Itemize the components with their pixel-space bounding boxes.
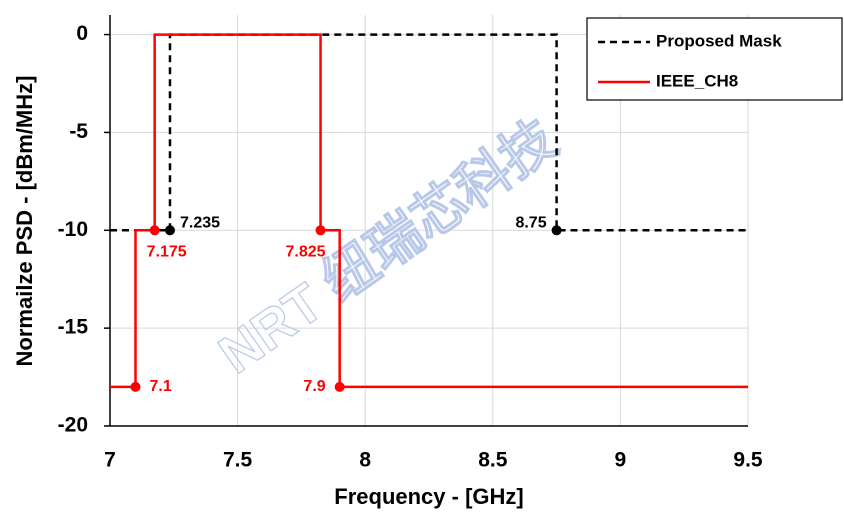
x-tick-label: 7.5 — [223, 449, 253, 472]
marker — [149, 225, 160, 236]
marker-label: 7.9 — [303, 378, 325, 395]
marker — [551, 225, 562, 236]
x-tick-label: 9.5 — [733, 449, 763, 472]
x-tick-label: 9 — [615, 449, 627, 472]
x-axis-title: Frequency - [GHz] — [334, 484, 523, 509]
x-tick-label: 8 — [359, 449, 371, 472]
watermark: NRT 纽瑞芯科技 — [208, 109, 567, 385]
series-line — [110, 33, 748, 232]
y-axis-title: Normailze PSD - [dBm/MHz] — [12, 76, 37, 367]
y-tick-label: -5 — [69, 120, 88, 143]
marker — [334, 381, 345, 392]
y-tick-label: -20 — [58, 414, 88, 437]
marker-label: 7.1 — [150, 378, 172, 395]
marker — [130, 381, 141, 392]
marker — [164, 225, 175, 236]
x-tick-label: 8.5 — [478, 449, 508, 472]
legend-label: IEEE_CH8 — [656, 71, 738, 90]
y-tick-label: 0 — [76, 22, 88, 45]
y-tick-label: -15 — [58, 316, 89, 339]
marker-label: 8.75 — [515, 215, 546, 232]
marker-label: 7.825 — [285, 244, 325, 261]
y-tick-label: -10 — [58, 218, 88, 241]
legend-label: Proposed Mask — [656, 31, 782, 50]
x-tick-label: 7 — [104, 449, 116, 472]
marker — [315, 225, 326, 236]
marker-label: 7.175 — [147, 244, 187, 261]
marker-label: 7.235 — [180, 215, 220, 232]
legend-box — [586, 17, 843, 101]
series-line — [110, 33, 748, 389]
